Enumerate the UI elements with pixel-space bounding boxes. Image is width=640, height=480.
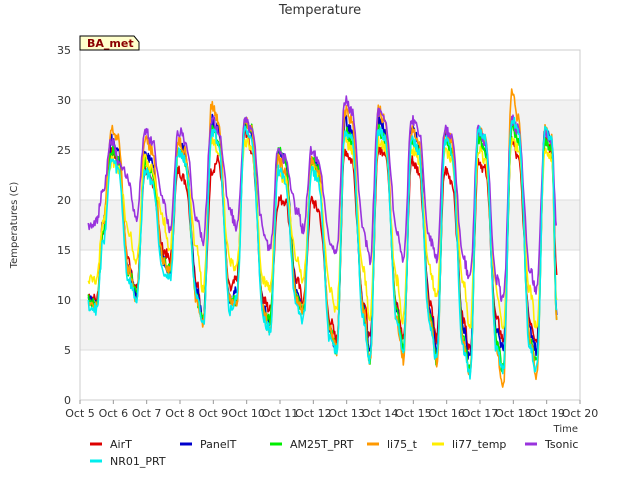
legend: AirT PanelT AM25T_PRT li75_t li77_temp Tsonic… [90, 438, 578, 468]
y-tick-label: 15 [57, 244, 71, 257]
legend-label: PanelT [200, 438, 237, 451]
site-label-box: BA_met [79, 35, 140, 51]
x-tick-label: Oct 16 [428, 407, 465, 420]
x-tick-label: Oct 15 [395, 407, 432, 420]
x-tick-label: Oct 18 [495, 407, 532, 420]
plot-frame [79, 49, 581, 401]
x-tick-label: Oct 6 [99, 407, 129, 420]
y-tick-label: 30 [57, 94, 71, 107]
x-tick-label: Oct 9 [199, 407, 229, 420]
y-axis-title: Temperatures (C) [9, 182, 20, 270]
x-tick-label: Oct 12 [295, 407, 332, 420]
x-tick-label: Oct 14 [362, 407, 399, 420]
plot-band [80, 50, 580, 100]
x-tick-label: Oct 10 [228, 407, 265, 420]
x-tick-label: Oct 8 [165, 407, 195, 420]
x-tick-label: Oct 20 [562, 407, 599, 420]
y-tick-label: 25 [57, 144, 71, 157]
x-tick-label: Oct 5 [65, 407, 95, 420]
series-line-li77-temp [87, 135, 558, 330]
x-tick-label: Oct 17 [462, 407, 499, 420]
y-tick-label: 35 [57, 44, 71, 57]
legend-label: Tsonic [544, 438, 578, 451]
y-tick-label: 20 [57, 194, 71, 207]
plot-band [80, 100, 580, 150]
legend-label: AM25T_PRT [290, 438, 354, 451]
y-tick-label: 0 [64, 394, 71, 407]
series-lines [87, 88, 558, 388]
x-axis-title: Time [553, 424, 578, 435]
legend-label: NR01_PRT [110, 455, 166, 468]
plot-band [80, 150, 580, 200]
plot-band [80, 350, 580, 400]
x-tick-label: Oct 11 [262, 407, 299, 420]
x-tick-label: Oct 19 [528, 407, 565, 420]
y-tick-label: 10 [57, 294, 71, 307]
y-tick-label: 5 [64, 344, 71, 357]
legend-label: AirT [110, 438, 132, 451]
legend-label: li75_t [387, 438, 418, 451]
y-axis-ticks: 0 5 10 15 20 25 30 35 [57, 44, 71, 407]
x-tick-label: Oct 13 [328, 407, 365, 420]
series-line-nr01-prt [87, 116, 558, 380]
plot-background [80, 50, 580, 400]
chart-title: Temperature [278, 3, 361, 18]
x-tick-label: Oct 7 [132, 407, 162, 420]
site-label: BA_met [87, 37, 134, 50]
legend-label: li77_temp [452, 438, 506, 451]
